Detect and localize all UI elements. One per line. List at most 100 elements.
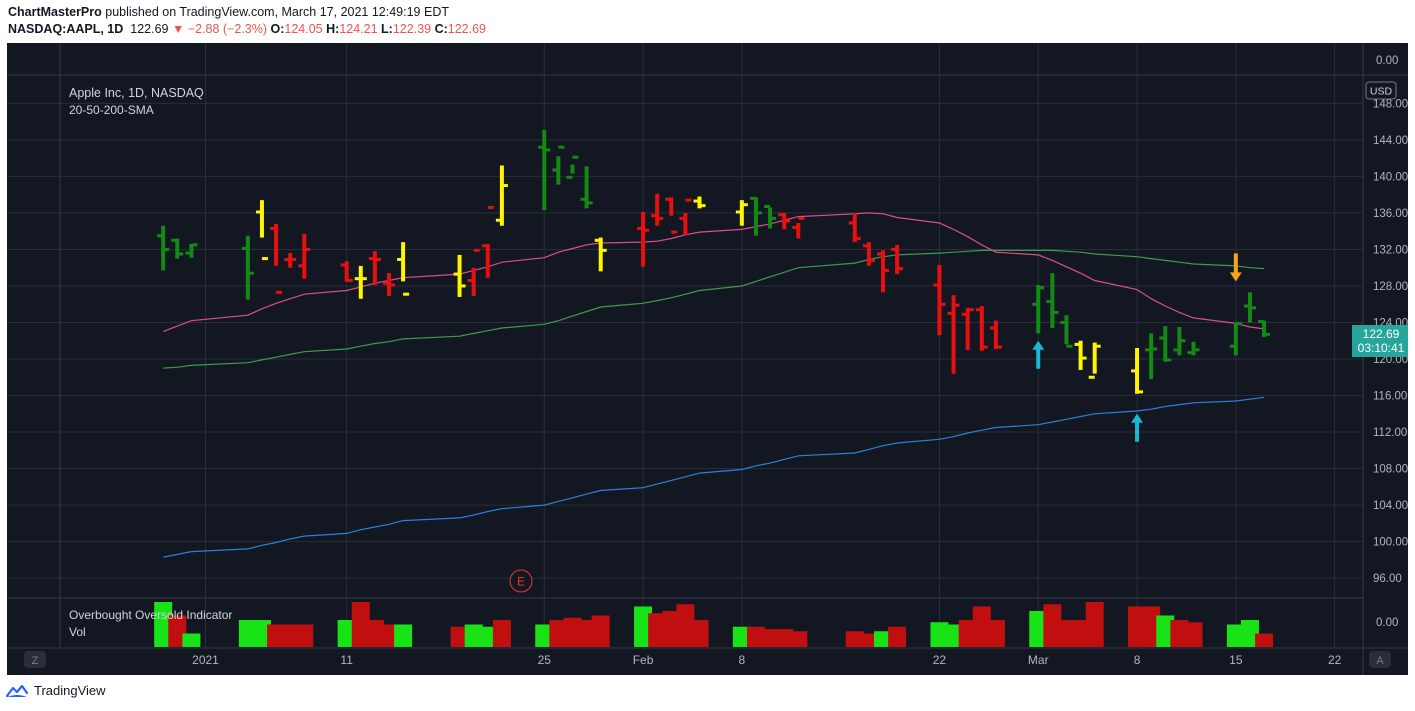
publish-line: ChartMasterPro published on TradingView.… [8,5,449,19]
zoom-button[interactable] [24,651,46,668]
price-change: ▼ −2.88 (−2.3%) [171,22,268,36]
volume-bars [154,602,1274,647]
volume-bar [492,620,511,647]
volume-bar [394,624,413,647]
last-price-tag: 122.69 03:10:41 [1352,325,1408,357]
volume-bar [351,602,370,647]
earnings-marker-label: E [517,577,525,589]
price-tick-label: 100.00 [1373,537,1408,549]
symbol-name: NASDAQ:AAPL, 1D [8,22,124,36]
ohlc-bar [693,196,706,209]
volume-bar [379,624,398,647]
ohlc-bar [368,251,381,286]
open-label: O: [270,22,285,36]
ohlc-bar [397,242,410,296]
ohlc-bar [637,212,650,267]
currency-badge[interactable] [1365,81,1397,100]
volume-bar [634,606,653,647]
volume-bar [1226,624,1245,647]
price-tick-label: 140.00 [1373,171,1408,183]
volume-bar [267,624,286,647]
zoom-button-label: Z [32,655,39,667]
auto-scale-button[interactable] [1369,651,1391,668]
time-axis: 2021 11 25 Feb 8 22 Mar 8 15 22 [192,653,1341,667]
ohlc-bar [157,225,170,271]
volume-bar [549,620,568,647]
volume-bar [1240,620,1259,647]
price-tick-label: 104.00 [1373,500,1408,512]
volume-bar [761,629,780,647]
ohlc-bar [171,238,184,259]
ohlc-bar [1131,348,1144,394]
sma-legend[interactable]: 20-50-200-SMA [69,103,154,117]
auto-scale-button-label: A [1376,655,1384,667]
ohlc-bar [1258,320,1271,338]
ohlc-bar [679,198,692,235]
volume-bar [1085,602,1104,647]
volume-bar [591,615,610,647]
price-tick-label: 144.00 [1373,135,1408,147]
price-tick-label: 128.00 [1373,281,1408,293]
ohlc-bar [1243,292,1256,323]
ohlc-bar [989,320,1002,349]
time-tick-label: 22 [933,653,947,667]
earnings-marker[interactable] [509,569,533,593]
volume-bar [337,620,356,647]
time-tick-label: 15 [1229,653,1243,667]
close-label: C: [434,22,448,36]
time-tick-label: 22 [1328,653,1342,667]
time-tick-label: 8 [1134,653,1141,667]
ohlc-bars [157,129,1271,394]
author-name[interactable]: ChartMasterPro [8,5,102,19]
sell-signal-arrow [1229,253,1242,282]
ohlc-bar [1229,321,1242,356]
ohlc-bar [298,233,311,279]
volume-bar [1184,622,1203,647]
price-tick-label: 112.00 [1373,427,1407,439]
volume-bar [986,620,1005,647]
tradingview-brand[interactable]: TradingView [6,683,106,698]
volume-bar [930,622,949,647]
volume-bar [464,624,483,647]
price-tick-label: 136.00 [1373,208,1408,220]
time-tick-label: Feb [633,653,654,667]
ohlc-bar [1159,326,1172,362]
ohlc-bar [241,235,254,300]
volume-bar [154,602,173,647]
ohlc-bar [552,145,565,185]
volume-legend[interactable]: Vol [69,625,86,639]
volume-bar [944,624,963,647]
volume-bar [535,624,554,647]
ohlc-bar [1032,285,1045,334]
ohlc-bar [947,295,960,374]
ohlc-bar [354,265,367,299]
ohlc-bar [453,254,466,297]
volume-bar [732,626,751,647]
ohlc-bar [876,250,889,293]
volume-bar [972,606,991,647]
ohlc-bar [1060,315,1073,348]
ohlc-bar [185,243,198,258]
moving-averages [162,212,1265,558]
buy-signal-arrow [1131,413,1144,442]
chart-legend-title[interactable]: Apple Inc, 1D, NASDAQ [69,86,204,100]
price-tick-label: 108.00 [1373,464,1408,476]
price-chart[interactable]: 96.00100.00104.00108.00112.00116.00120.0… [7,43,1408,675]
volume-bar [168,615,187,647]
ohlc-bar [1187,341,1200,356]
volume-bar [252,620,271,647]
ohlc-bar [594,237,607,272]
price-tick-label: 96.00 [1373,573,1402,585]
volume-bar [295,624,314,647]
ohlc-bar [340,261,353,282]
time-tick-label: 2021 [192,653,219,667]
volume-bar [958,620,977,647]
ohlc-bar [651,193,664,226]
oscillator-legend[interactable]: Overbought Oversold Indicator [69,608,232,622]
low-label: L: [381,22,393,36]
volume-bar [281,624,300,647]
sma200-line [163,396,1265,558]
ohlc-bar [778,212,791,230]
ohlc-bar [665,197,678,234]
ohlc-bar [764,205,777,229]
